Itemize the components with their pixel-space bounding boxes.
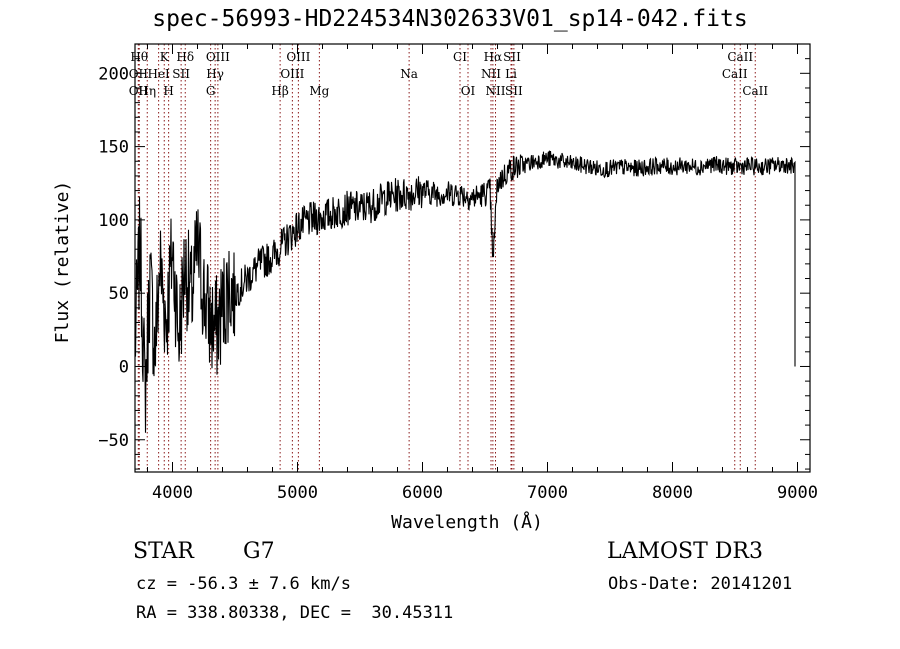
x-tick-label: 8000 — [652, 483, 693, 503]
spectrum-line — [134, 150, 796, 433]
object-class: STAR — [133, 539, 194, 564]
spectral-line-markers — [137, 44, 756, 472]
chart-title: spec-56993-HD224534N302633V01_sp14-042.f… — [152, 6, 748, 32]
line-label: Hδ — [176, 50, 194, 64]
y-tick-label: 150 — [98, 138, 129, 158]
line-label: OIII — [286, 50, 310, 64]
line-label: Hη — [138, 84, 156, 98]
line-label: OII — [129, 67, 149, 81]
line-label: CI — [453, 50, 467, 64]
y-tick-label: 200 — [98, 64, 129, 84]
y-tick-label: 0 — [119, 357, 129, 377]
line-label: CaII — [742, 84, 768, 98]
x-tick-label: 4000 — [152, 483, 193, 503]
line-label: Hα — [484, 50, 503, 64]
line-label: Li — [505, 67, 517, 81]
survey-name: LAMOST DR3 — [607, 539, 763, 564]
line-label: H — [163, 84, 173, 98]
line-label: Hβ — [271, 84, 288, 98]
x-axis-label: Wavelength (Å) — [391, 511, 543, 533]
line-label: G — [206, 84, 216, 98]
redshift-cz: cz = -56.3 ± 7.6 km/s — [136, 574, 351, 594]
line-label: Na — [400, 67, 418, 81]
line-label: SII — [505, 84, 523, 98]
axis-ticks — [135, 44, 810, 472]
axis-tick-labels: 4000 5000 6000 7000 8000 9000 −50 0 50 100 150 200 — [98, 64, 818, 503]
line-label: NII — [481, 67, 501, 81]
line-label: CaII — [727, 50, 753, 64]
line-label: Hγ — [206, 67, 224, 81]
line-label: K — [160, 50, 170, 64]
line-label: HeI — [147, 67, 170, 81]
y-tick-label: −50 — [98, 431, 129, 451]
line-label: NII — [486, 84, 506, 98]
object-subclass: G7 — [243, 539, 275, 564]
plot-frame — [134, 43, 811, 473]
line-label: Mg — [309, 84, 329, 98]
obs-date: Obs-Date: 20141201 — [608, 574, 793, 594]
line-label: OIII — [280, 67, 304, 81]
x-tick-label: 5000 — [277, 483, 318, 503]
y-tick-label: 100 — [98, 211, 129, 231]
x-tick-label: 9000 — [777, 483, 818, 503]
line-label: OII — [129, 84, 149, 98]
line-label: SII — [172, 67, 190, 81]
line-label: Hθ — [130, 50, 148, 64]
y-axis-label: Flux (relative) — [52, 181, 73, 344]
line-label: OI — [461, 84, 476, 98]
line-label: OIII — [206, 50, 230, 64]
coordinates: RA = 338.80338, DEC = 30.45311 — [136, 603, 454, 623]
x-tick-label: 7000 — [527, 483, 568, 503]
line-label: SII — [503, 50, 521, 64]
x-tick-label: 6000 — [402, 483, 443, 503]
line-label: CaII — [722, 67, 748, 81]
y-tick-label: 50 — [109, 284, 129, 304]
